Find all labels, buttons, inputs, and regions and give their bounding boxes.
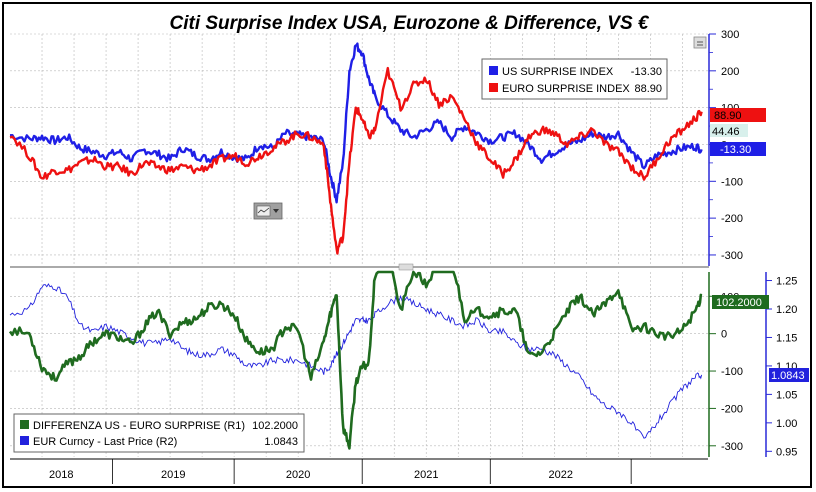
euro-value-tag: [710, 108, 766, 122]
x-axis: 2018 2019 2020 2021 2022: [10, 458, 708, 484]
eur-legend-value: 1.0843: [264, 436, 298, 448]
diff-r1-value-tag: [712, 295, 769, 309]
eur-r2-value-tag: [769, 368, 809, 382]
eur-legend-label: EUR Curncy - Last Price (R2): [33, 436, 177, 448]
r2-axis-tick-label: 1.15: [776, 332, 797, 344]
panel-divider-handle[interactable]: [398, 263, 414, 271]
us-euro-difference-line: [8, 270, 703, 450]
r2-axis-tick-label: 1.25: [776, 276, 797, 288]
x-axis-year-label: 2018: [49, 469, 73, 481]
chart-title: Citi Surprise Index USA, Eurozone & Diff…: [170, 13, 650, 34]
diff-legend-swatch: [20, 420, 29, 429]
top-axis-tick-label: -300: [721, 250, 743, 262]
us-surprise-line: [9, 42, 703, 204]
us-value-tag: [710, 142, 766, 156]
chart-canvas: Citi Surprise Index USA, Eurozone & Diff…: [8, 13, 809, 484]
r1-axis-tick-label: -100: [721, 366, 743, 378]
r2-axis-tick-label: 1.05: [776, 389, 797, 401]
euro-legend-value: 88.90: [634, 83, 662, 95]
bottom-value-tags: 102.2000 1.0843: [712, 295, 809, 382]
bottom-right-axes: 1000-100-200-3001.251.201.151.101.051.00…: [708, 272, 797, 458]
diff-value-tag: [710, 124, 748, 137]
eur-price-line: [9, 283, 703, 439]
bottom-legend: DIFFERENZA US - EURO SURPRISE (R1) 102.2…: [13, 413, 305, 453]
x-axis-year-label: 2021: [414, 469, 438, 481]
r2-axis-tick-label: 0.95: [776, 446, 797, 458]
r1-axis-tick-label: -300: [721, 441, 743, 453]
r1-axis-tick-label: 0: [721, 329, 727, 341]
top-legend: US SURPRISE INDEX -13.30 EURO SURPRISE I…: [481, 58, 668, 100]
x-axis-year-label: 2019: [161, 469, 185, 481]
us-legend-swatch: [489, 66, 498, 75]
x-axis-year-label: 2022: [548, 469, 572, 481]
euro-surprise-line: [9, 66, 703, 255]
euro-legend-label: EURO SURPRISE INDEX: [502, 83, 630, 95]
panel-menu-icon[interactable]: [693, 36, 707, 49]
x-axis-year-label: 2020: [286, 469, 310, 481]
euro-legend-swatch: [489, 83, 498, 92]
bottom-series: [8, 270, 703, 450]
us-legend-value: -13.30: [631, 66, 662, 78]
top-series: [9, 42, 703, 255]
diff-legend-value: 102.2000: [252, 420, 298, 432]
r2-axis-tick-label: 1.00: [776, 418, 797, 430]
top-axis-tick-label: -100: [721, 176, 743, 188]
chart-type-widget-icon[interactable]: [253, 202, 283, 220]
eur-r2-value-tag-text: 1.0843: [771, 370, 805, 382]
diff-r1-value-tag-text: 102.2000: [716, 297, 762, 309]
r2-axis-tick-label: 1.20: [776, 304, 797, 316]
us-legend-label: US SURPRISE INDEX: [502, 66, 614, 78]
top-axis-tick-label: -200: [721, 213, 743, 225]
top-value-tags: 88.90 44.46 -13.30: [710, 108, 766, 156]
top-axis-tick-label: 300: [721, 29, 739, 41]
eur-legend-swatch: [20, 436, 29, 445]
diff-value-tag-text: 44.46: [712, 126, 740, 138]
diff-legend-label: DIFFERENZA US - EURO SURPRISE (R1): [33, 420, 245, 432]
top-axis-tick-label: 200: [721, 66, 739, 78]
r1-axis-tick-label: -200: [721, 403, 743, 415]
euro-value-tag-text: 88.90: [714, 110, 742, 122]
us-value-tag-text: -13.30: [720, 144, 751, 156]
